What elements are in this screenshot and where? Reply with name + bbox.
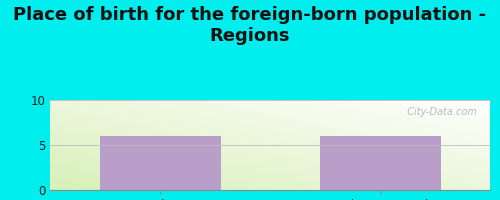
Bar (100, 136, 220, 190)
Text: Place of birth for the foreign-born population -
Regions: Place of birth for the foreign-born popu… (14, 6, 486, 45)
Text: City-Data.com: City-Data.com (401, 107, 477, 117)
Bar (320, 136, 440, 190)
